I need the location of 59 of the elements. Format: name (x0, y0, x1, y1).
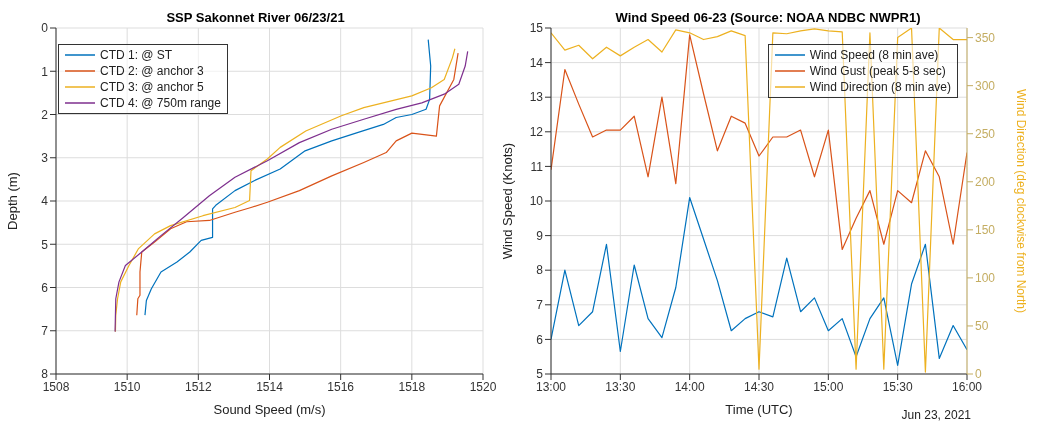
y-tick-label: 5 (536, 367, 544, 382)
x-tick-label: 15:00 (813, 379, 844, 394)
y-tick-label: 6 (41, 280, 49, 295)
y-axis-title: Depth (m) (4, 172, 20, 230)
x-tick-label: 1508 (42, 379, 70, 394)
text: Jun 23, 2021 (901, 408, 971, 422)
y-tick-label: 7 (536, 298, 544, 313)
x-tick-label: 1510 (113, 379, 141, 394)
x-tick-label: 1516 (327, 379, 355, 394)
y2-tick-label: 300 (975, 78, 996, 93)
y2-tick-label: 250 (975, 126, 996, 141)
y2-tick-label: 0 (975, 367, 982, 382)
y-tick-label: 10 (529, 194, 544, 209)
x-tick-label: 13:00 (535, 379, 567, 394)
y-tick-label: 1 (41, 64, 49, 79)
chart-title: Wind Speed 06-23 (Source: NOAA NDBC NWPR1) (615, 10, 921, 25)
legend-label: Wind Direction (8 min ave) (809, 79, 951, 95)
x-tick-label: 16:00 (951, 379, 983, 394)
y-tick-label: 0 (41, 21, 49, 36)
y2-tick-label: 200 (975, 175, 996, 190)
line-series (551, 196, 967, 366)
x-tick-label: 1512 (184, 379, 212, 394)
y2-tick-label: 50 (975, 319, 989, 334)
y2-tick-label: 350 (975, 30, 996, 45)
x-tick-label: 1520 (469, 379, 497, 394)
y-tick-label: 15 (529, 21, 544, 36)
y-tick-label: 12 (529, 125, 544, 140)
y-axis-title: Wind Speed (Knots) (499, 142, 515, 260)
x-tick-label: 1518 (398, 379, 426, 394)
y-tick-label: 13 (529, 90, 544, 105)
y-tick-label: 14 (529, 55, 544, 70)
legend-label: CTD 2: @ anchor 3 (100, 63, 204, 79)
y-tick-label: 2 (41, 107, 49, 122)
legend-label: CTD 4: @ 750m range (100, 95, 221, 111)
y-tick-label: 8 (41, 367, 49, 382)
y-tick-label: 8 (536, 263, 544, 278)
y-tick-label: 3 (41, 151, 49, 166)
x-tick-label: 14:00 (674, 379, 706, 394)
legend-label: CTD 1: @ ST (100, 47, 173, 63)
line-series (551, 34, 967, 251)
legend-label: Wind Gust (peak 5-8 sec) (809, 63, 946, 79)
x-tick-label: 13:30 (605, 379, 636, 394)
x-tick-label: 1514 (256, 379, 284, 394)
legend-label: CTD 3: @ anchor 5 (100, 79, 204, 95)
x-axis-title: Sound Speed (m/s) (213, 402, 326, 417)
y2-tick-label: 150 (975, 223, 996, 238)
y-tick-label: 9 (536, 228, 544, 243)
x-axis-title: Time (UTC) (725, 402, 793, 417)
x-tick-label: 15:30 (882, 379, 914, 394)
y-tick-label: 5 (41, 237, 49, 252)
y-tick-label: 4 (41, 194, 49, 209)
y2-tick-label: 100 (975, 271, 996, 286)
y-tick-label: 6 (536, 332, 544, 347)
y-tick-label: 11 (530, 159, 544, 174)
chart-title: SSP Sakonnet River 06/23/21 (166, 10, 345, 25)
y-tick-label: 7 (41, 324, 49, 339)
legend-label: Wind Speed (8 min ave) (809, 47, 939, 63)
x-tick-label: 14:30 (743, 379, 775, 394)
y2-axis-title: Wind Direction (deg clockwise from North) (1013, 88, 1028, 314)
